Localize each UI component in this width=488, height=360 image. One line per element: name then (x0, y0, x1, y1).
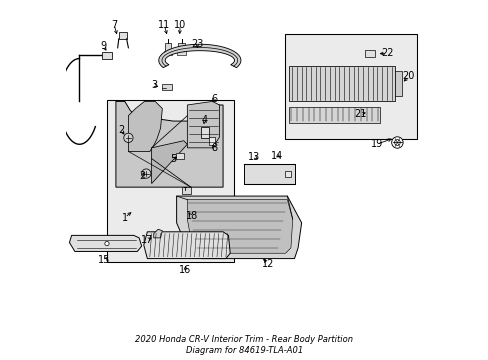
Bar (208, 137, 215, 145)
Text: 19: 19 (370, 139, 382, 149)
Text: 5: 5 (170, 154, 176, 164)
Bar (102, 52, 111, 59)
Text: 14: 14 (271, 151, 283, 161)
Polygon shape (176, 196, 301, 258)
Bar (176, 153, 183, 159)
Text: 23: 23 (191, 39, 203, 49)
Text: 2020 Honda CR-V Interior Trim - Rear Body Partition
Diagram for 84619-TLA-A01: 2020 Honda CR-V Interior Trim - Rear Bod… (135, 335, 353, 355)
Text: 21: 21 (354, 109, 366, 119)
Circle shape (123, 133, 133, 143)
Text: 12: 12 (261, 259, 273, 269)
Text: 7: 7 (111, 19, 117, 30)
Text: 17: 17 (141, 235, 153, 245)
Text: 2: 2 (118, 125, 124, 135)
Text: 16: 16 (179, 265, 191, 275)
Bar (162, 84, 172, 90)
Polygon shape (187, 200, 292, 253)
Bar (165, 43, 171, 52)
Text: 11: 11 (158, 19, 170, 30)
Bar (177, 51, 185, 55)
Circle shape (104, 242, 109, 246)
Text: 20: 20 (402, 71, 414, 81)
Polygon shape (143, 232, 230, 258)
Bar (284, 33, 416, 139)
Bar (394, 71, 402, 96)
Bar (178, 43, 184, 52)
Text: 6: 6 (211, 94, 217, 104)
Bar (288, 66, 394, 102)
Bar (365, 50, 374, 57)
Bar (107, 100, 233, 262)
Polygon shape (151, 141, 187, 184)
Circle shape (142, 169, 151, 178)
Text: 22: 22 (380, 48, 393, 58)
Text: 1: 1 (122, 212, 128, 222)
Polygon shape (187, 102, 219, 148)
Text: 18: 18 (185, 211, 197, 221)
Text: 13: 13 (248, 152, 260, 162)
Text: 15: 15 (98, 255, 110, 265)
Polygon shape (69, 235, 142, 251)
Bar (288, 107, 380, 123)
Text: 9: 9 (100, 41, 106, 51)
Polygon shape (244, 164, 294, 184)
Bar (163, 51, 172, 55)
Bar (201, 127, 208, 138)
Polygon shape (153, 229, 162, 238)
Bar (181, 187, 190, 194)
Text: 2: 2 (139, 171, 145, 181)
Text: 3: 3 (151, 80, 157, 90)
Text: 4: 4 (201, 115, 207, 125)
Text: 8: 8 (211, 143, 217, 153)
Circle shape (391, 137, 402, 148)
Polygon shape (159, 44, 241, 68)
Polygon shape (116, 102, 223, 187)
Polygon shape (128, 102, 162, 152)
Text: 10: 10 (174, 19, 186, 30)
Bar (284, 171, 290, 177)
Bar (119, 32, 126, 39)
